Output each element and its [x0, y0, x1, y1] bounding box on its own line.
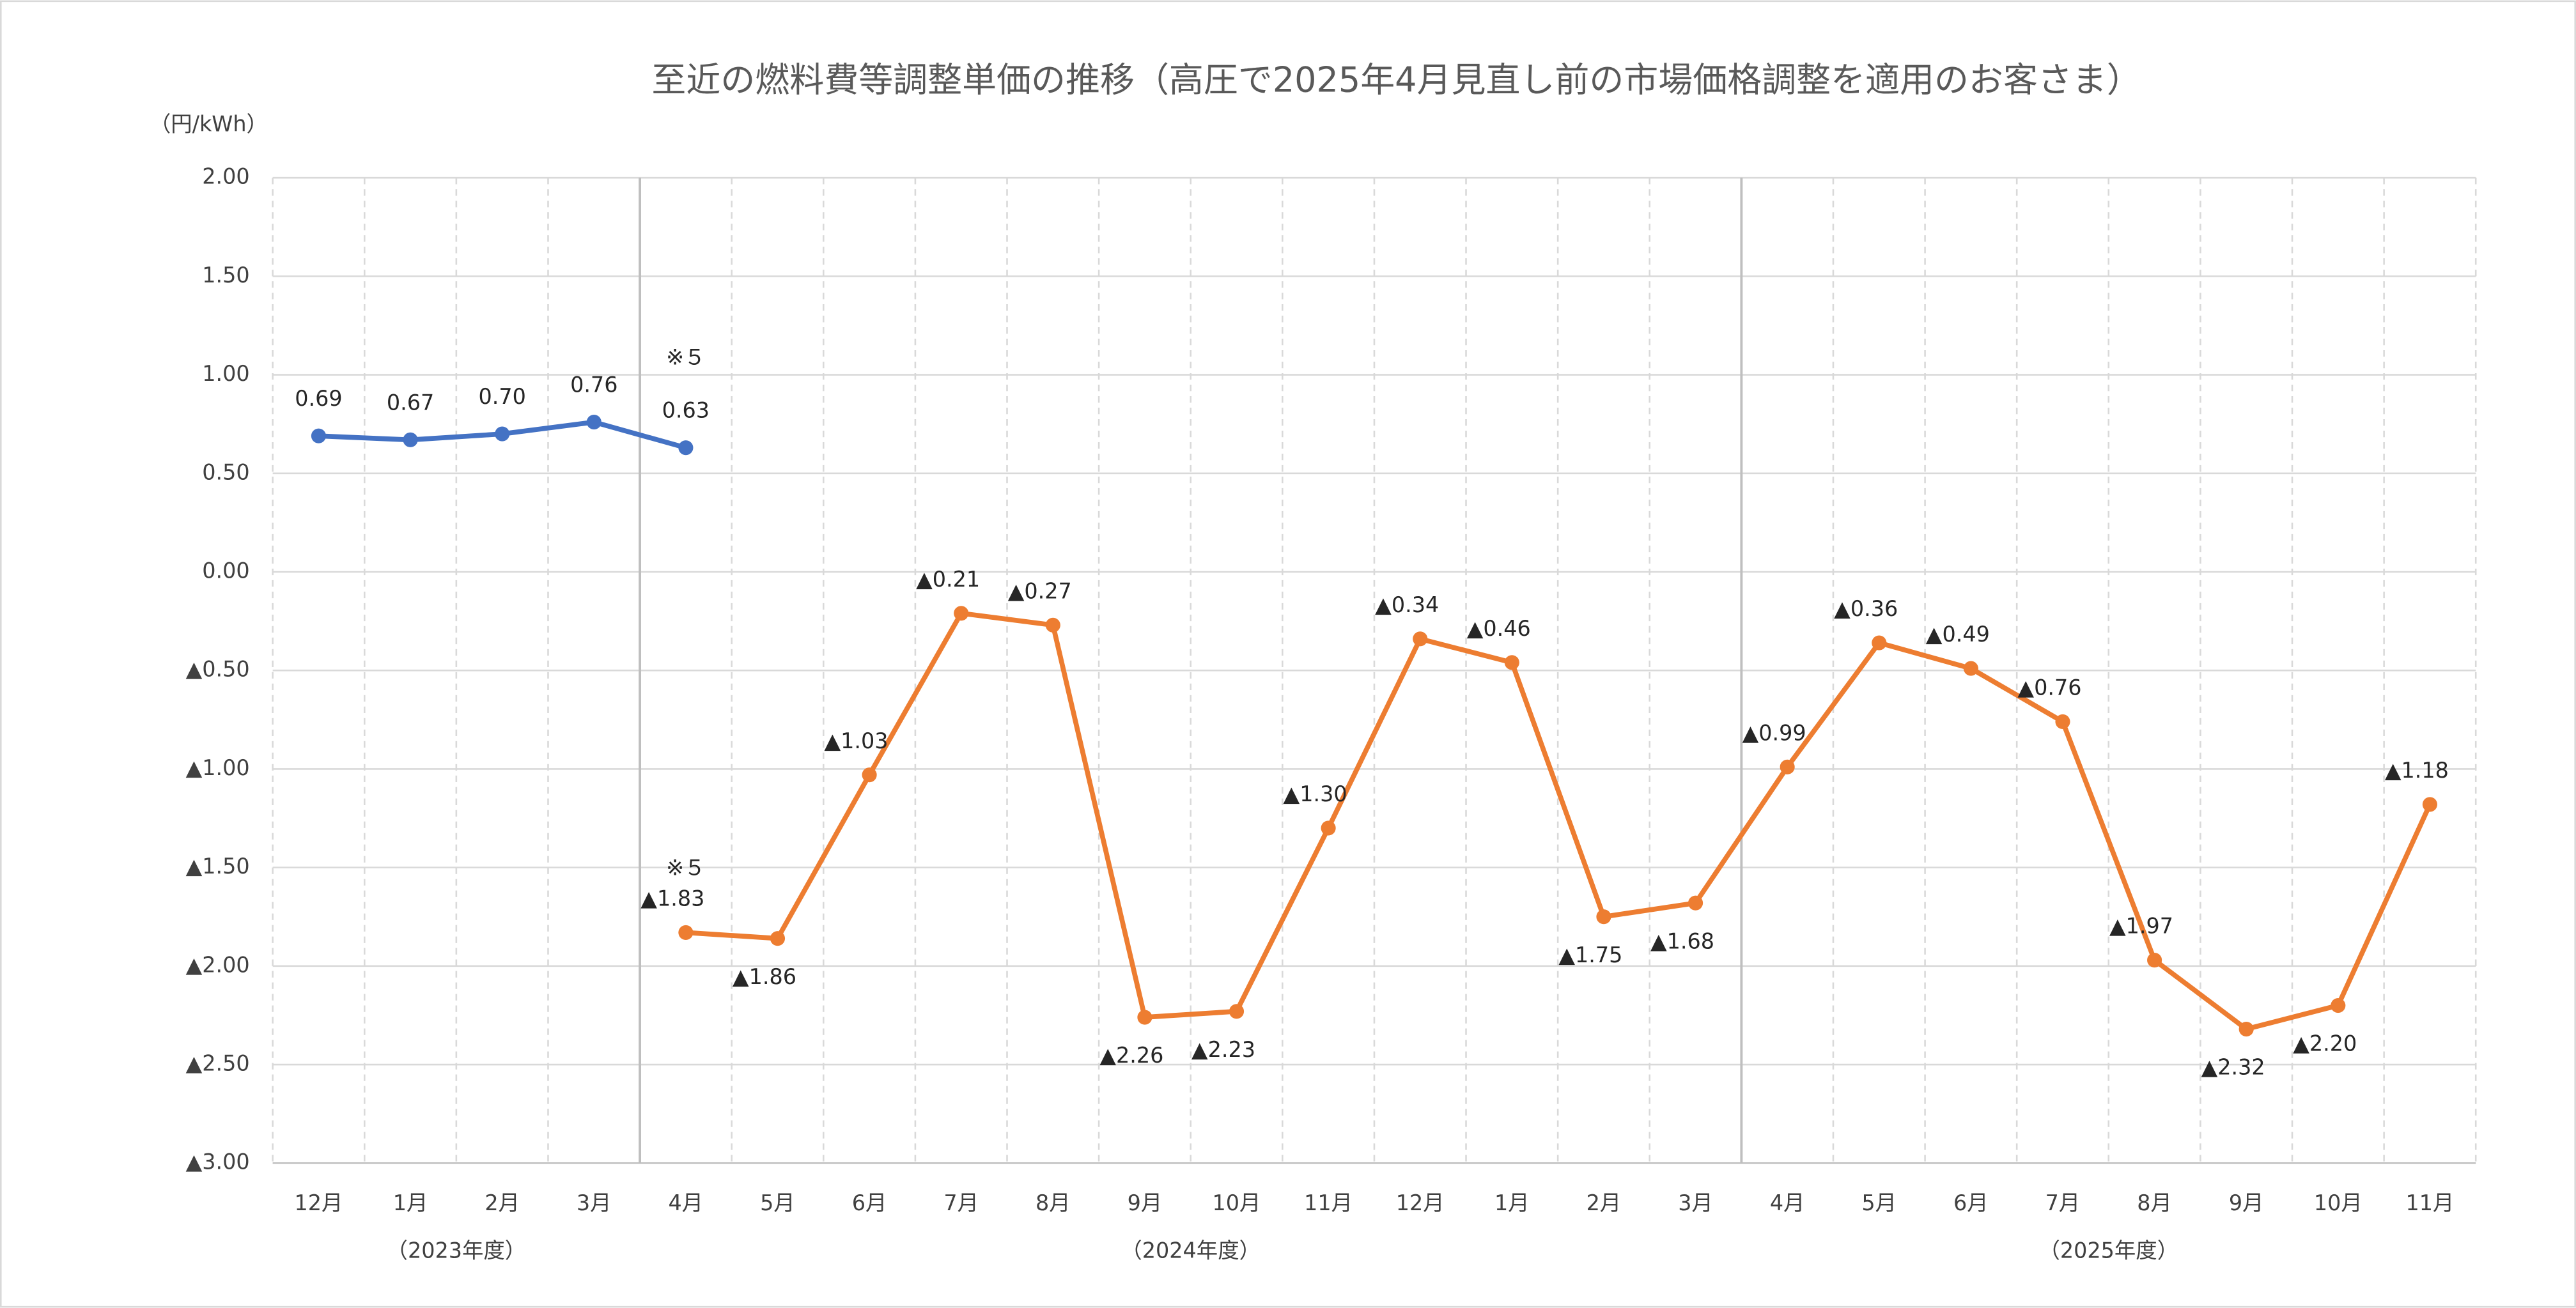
data-label: 0.67	[387, 390, 434, 415]
marker	[862, 767, 877, 783]
y-tick-label: ▲1.00	[186, 755, 250, 780]
x-tick-label: 3月	[1678, 1190, 1713, 1215]
marker	[1504, 655, 1519, 670]
marker	[403, 432, 418, 447]
data-label: ▲1.03	[824, 728, 888, 753]
y-tick-label: 1.00	[202, 361, 249, 386]
x-tick-label: 10月	[2314, 1190, 2363, 1215]
x-tick-label: 9月	[2229, 1190, 2264, 1215]
data-label: 0.63	[662, 398, 710, 423]
series-line	[685, 610, 2432, 1032]
y-tick-label: ▲1.50	[186, 854, 250, 879]
y-tick-label: 0.00	[202, 558, 249, 583]
data-label: ▲0.21	[916, 567, 980, 592]
data-label: ▲0.99	[1742, 720, 1806, 745]
marker	[2422, 797, 2437, 812]
x-tick-label: 7月	[2045, 1190, 2081, 1215]
y-tick-label: 1.50	[202, 263, 249, 288]
y-tick-label: ▲0.50	[186, 657, 250, 682]
x-tick-label: 2月	[1587, 1190, 1622, 1215]
marker	[2238, 1021, 2254, 1037]
marker	[678, 925, 694, 940]
data-label: 0.76	[570, 373, 617, 397]
annotation: ※５	[666, 344, 705, 369]
marker	[1137, 1010, 1152, 1025]
marker	[2147, 953, 2162, 968]
y-tick-label: ▲2.00	[186, 952, 250, 977]
data-label: ▲2.32	[2201, 1055, 2265, 1080]
marker	[1780, 759, 1795, 774]
data-label: 0.69	[295, 386, 342, 411]
data-label: ▲1.68	[1650, 928, 1714, 953]
marker	[311, 428, 327, 443]
x-tick-label: 6月	[1953, 1190, 1989, 1215]
marker	[1413, 631, 1428, 647]
annotation: ※５	[666, 856, 705, 881]
data-label: ▲1.83	[640, 886, 704, 911]
data-label: ▲0.49	[1926, 622, 1990, 647]
marker	[2331, 997, 2346, 1013]
x-tick-label: 8月	[2137, 1190, 2172, 1215]
marker	[1688, 895, 1703, 911]
marker	[586, 415, 601, 430]
marker	[1045, 617, 1060, 633]
y-tick-label: 0.50	[202, 459, 249, 484]
y-tick-label: ▲3.00	[186, 1150, 250, 1174]
marker	[2055, 714, 2070, 729]
x-tick-label: 1月	[393, 1190, 428, 1215]
marker	[495, 426, 510, 442]
data-label: ▲0.76	[2017, 675, 2081, 700]
data-label: ▲1.30	[1284, 781, 1347, 806]
y-axis-label: （円/kWh）	[150, 111, 268, 136]
x-tick-label: 4月	[1770, 1190, 1805, 1215]
data-label: ▲1.86	[733, 964, 796, 989]
x-tick-label: 12月	[294, 1190, 343, 1215]
x-tick-label: 2月	[485, 1190, 520, 1215]
marker	[678, 440, 694, 456]
x-tick-label: 4月	[669, 1190, 704, 1215]
x-tick-label: 5月	[1861, 1190, 1897, 1215]
y-tick-label: 2.00	[202, 164, 249, 189]
data-label: ▲0.36	[1834, 596, 1898, 621]
data-label: ▲0.46	[1467, 616, 1531, 641]
data-label: ▲2.20	[2293, 1031, 2357, 1056]
data-label: ▲0.34	[1375, 592, 1439, 617]
x-tick-label: 1月	[1494, 1190, 1530, 1215]
marker	[1963, 661, 1978, 676]
data-label: ▲1.97	[2109, 914, 2173, 939]
x-tick-label: 10月	[1213, 1190, 1261, 1215]
y-tick-label: ▲2.50	[186, 1051, 250, 1076]
x-tick-label: 6月	[852, 1190, 887, 1215]
x-tick-label: 5月	[760, 1190, 795, 1215]
data-label: ▲2.26	[1099, 1043, 1163, 1068]
group-label: （2025年度）	[2038, 1238, 2178, 1263]
data-label: ▲0.27	[1008, 578, 1072, 603]
marker	[954, 606, 969, 621]
data-label: ▲1.18	[2385, 758, 2449, 783]
x-tick-label: 9月	[1128, 1190, 1163, 1215]
x-tick-label: 12月	[1396, 1190, 1445, 1215]
marker	[1872, 635, 1887, 650]
marker	[1229, 1004, 1245, 1019]
chart-title: 至近の燃料費等調整単価の推移（高圧で2025年4月見直し前の市場価格調整を適用の…	[651, 60, 2141, 100]
x-tick-label: 11月	[2405, 1190, 2454, 1215]
marker	[770, 931, 786, 946]
data-label: ▲1.75	[1558, 943, 1622, 967]
x-tick-label: 3月	[577, 1190, 612, 1215]
data-label: 0.70	[478, 384, 525, 409]
group-label: （2024年度）	[1121, 1238, 1261, 1263]
x-tick-label: 8月	[1036, 1190, 1071, 1215]
x-tick-label: 7月	[943, 1190, 979, 1215]
marker	[1321, 820, 1336, 836]
marker	[1596, 909, 1611, 925]
group-label: （2023年度）	[387, 1238, 527, 1263]
data-label: ▲2.23	[1191, 1037, 1255, 1062]
x-tick-label: 11月	[1304, 1190, 1353, 1215]
